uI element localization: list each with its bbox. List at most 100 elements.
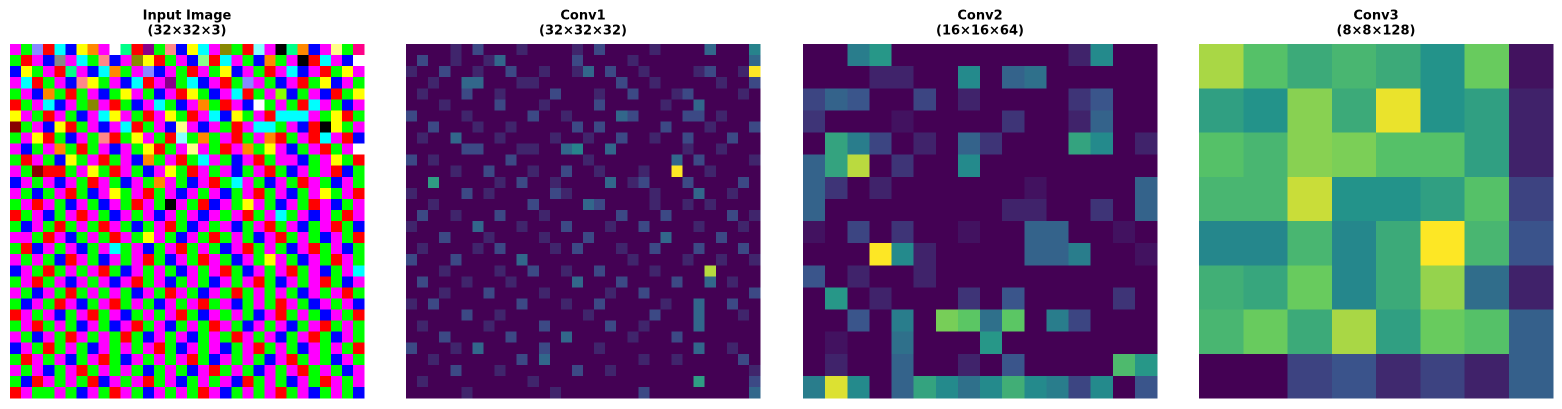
panel-title: Conv3: [1353, 9, 1398, 24]
cell: [638, 198, 650, 211]
cell: [638, 187, 650, 200]
pixel: [65, 375, 77, 388]
pixel: [21, 77, 33, 89]
cell: [1024, 88, 1047, 111]
pixel: [87, 44, 99, 56]
pixel: [131, 132, 144, 145]
cell: [417, 375, 429, 388]
cell: [715, 198, 728, 211]
cell: [1024, 176, 1047, 200]
pixel: [286, 154, 299, 167]
pixel: [21, 165, 33, 178]
pixel: [242, 132, 254, 145]
pixel: [131, 265, 144, 277]
cell: [450, 320, 462, 333]
cell: [560, 386, 573, 399]
cell: [1046, 243, 1069, 266]
pixel: [120, 221, 133, 233]
cell: [406, 331, 418, 344]
pixel: [76, 165, 88, 178]
cell: [693, 44, 706, 56]
cell: [715, 209, 728, 222]
cell: [649, 88, 661, 100]
cell: [693, 187, 706, 200]
pixel: [209, 198, 221, 211]
cell: [869, 353, 892, 377]
cell: [1024, 154, 1047, 178]
pixel: [308, 309, 321, 322]
pixel: [231, 187, 243, 200]
cell: [748, 44, 761, 56]
pixel: [264, 353, 276, 366]
cell: [638, 309, 650, 322]
pixel: [286, 287, 299, 299]
pixel: [198, 55, 210, 67]
cell: [483, 232, 495, 244]
cell: [1112, 287, 1136, 310]
pixel: [21, 309, 33, 322]
cell: [472, 198, 484, 211]
pixel: [308, 353, 321, 366]
pixel: [153, 99, 166, 111]
pixel: [286, 110, 299, 122]
cell: [605, 165, 617, 178]
cell: [649, 99, 661, 111]
cell: [560, 364, 573, 377]
pixel: [10, 287, 22, 299]
cell: [726, 88, 739, 100]
pixel: [242, 121, 254, 133]
cell: [538, 154, 551, 167]
pixel: [297, 331, 310, 344]
pixel: [109, 364, 122, 377]
pixel: [330, 353, 343, 366]
cell: [737, 187, 750, 200]
pixel: [209, 176, 221, 189]
cell: [1002, 66, 1025, 89]
cell: [671, 187, 684, 200]
cell: [737, 364, 750, 377]
pixel: [153, 209, 166, 222]
cell: [693, 243, 706, 255]
cell: [439, 353, 451, 366]
cell: [571, 243, 584, 255]
pixel: [87, 143, 99, 156]
cell: [913, 44, 937, 67]
pixel: [264, 243, 276, 255]
cell: [461, 77, 473, 89]
cell: [605, 55, 617, 67]
cell: [803, 176, 826, 200]
pixel: [98, 198, 111, 211]
cell: [627, 287, 639, 299]
cell: [1376, 265, 1421, 310]
cell: [1331, 176, 1377, 222]
cell: [869, 154, 892, 178]
cell: [704, 143, 717, 156]
pixel: [187, 88, 199, 100]
cell: [439, 232, 451, 244]
cell: [428, 243, 440, 255]
cell: [638, 165, 650, 178]
cell: [516, 66, 529, 78]
pixel: [286, 44, 299, 56]
pixel: [341, 298, 354, 310]
cell: [693, 110, 706, 122]
pixel: [32, 353, 44, 366]
pixel: [297, 99, 310, 111]
pixel: [275, 77, 288, 89]
pixel: [341, 276, 354, 288]
cell: [891, 110, 915, 133]
pixel: [65, 309, 77, 322]
cell: [1068, 375, 1092, 399]
pixel: [98, 276, 111, 288]
pixel: [330, 287, 343, 299]
cell: [737, 287, 750, 299]
cell: [406, 309, 418, 322]
pixel: [264, 364, 276, 377]
cell: [748, 55, 761, 67]
cell: [583, 176, 595, 189]
pixel: [109, 221, 122, 233]
pixel: [98, 309, 111, 322]
cell: [428, 276, 440, 288]
cell: [1046, 265, 1069, 288]
pixel: [242, 99, 254, 111]
